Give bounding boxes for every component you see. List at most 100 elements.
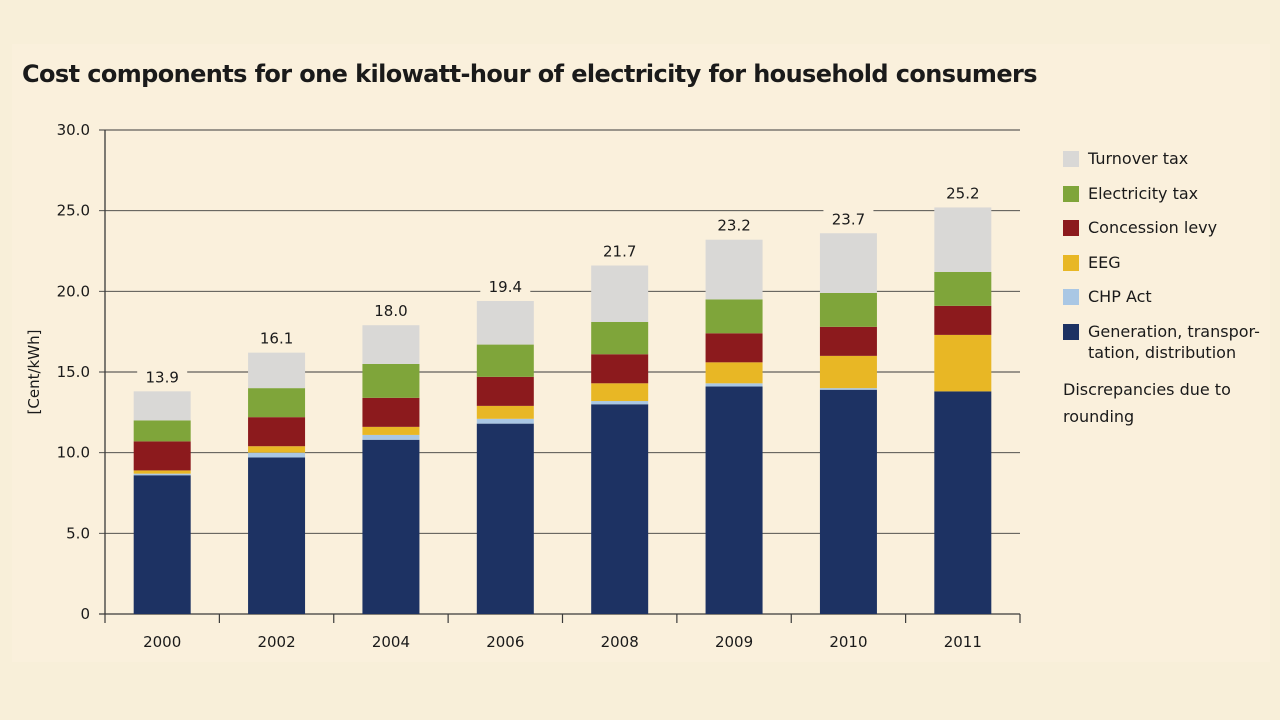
x-tick-label: 2009	[715, 633, 753, 651]
bar-segment-eeg	[133, 470, 191, 474]
total-label-bg	[365, 299, 416, 322]
y-tick-label: 5.0	[66, 524, 90, 542]
legend-swatch	[1063, 220, 1079, 236]
chart-title: Cost components for one kilowatt-hour of…	[22, 60, 1038, 88]
legend-swatch	[1063, 151, 1079, 167]
bar-segment-turnover	[819, 233, 877, 293]
legend-label: Electricity tax	[1088, 183, 1199, 203]
total-label: 25.2	[946, 184, 979, 202]
legend-label: EEG	[1088, 252, 1121, 272]
legend-item-chp: CHP Act	[1063, 286, 1273, 307]
y-tick-label: 10.0	[57, 444, 90, 462]
bar-segment-chp	[362, 434, 420, 440]
bar-segment-eeg	[591, 383, 649, 402]
bar-segment-generation	[705, 386, 763, 614]
bar-segment-concession	[248, 417, 306, 447]
total-label: 19.4	[489, 278, 522, 296]
legend-swatch	[1063, 289, 1079, 305]
y-axis-label: [Cent/kWh]	[25, 330, 43, 415]
bar-segment-chp	[819, 388, 877, 390]
x-tick-label: 2008	[601, 633, 639, 651]
bar-segment-generation	[934, 391, 992, 614]
bar-segment-concession	[476, 376, 534, 406]
bar-segment-concession	[362, 397, 420, 427]
total-label-bg	[709, 213, 760, 236]
bar-segment-chp	[476, 418, 534, 424]
bar-segment-chp	[705, 383, 763, 387]
bar-segment-turnover	[248, 352, 306, 389]
y-tick-label: 30.0	[57, 121, 90, 139]
total-label-bg	[480, 275, 531, 298]
bar-segment-concession	[819, 326, 877, 356]
bar-segment-concession	[705, 333, 763, 363]
bar-segment-eeg	[362, 426, 420, 435]
bar-segment-generation	[476, 423, 534, 614]
x-tick-label: 2004	[372, 633, 410, 651]
legend-label: Turnover tax	[1088, 149, 1189, 168]
legend-label: Concession levy	[1088, 218, 1218, 237]
x-tick-label: 2010	[829, 633, 867, 651]
total-label: 16.1	[260, 330, 293, 348]
x-tick-label: 2000	[143, 633, 181, 651]
total-label-bg	[823, 207, 874, 230]
legend-swatch	[1063, 185, 1079, 202]
bar-segment-eeg	[705, 362, 763, 384]
bar-segment-concession	[133, 441, 191, 471]
bar-segment-generation	[248, 457, 306, 614]
bar-segment-concession	[591, 354, 649, 384]
legend: Turnover tax Electricity tax Concession le…	[1063, 148, 1273, 430]
bar-segment-turnover	[362, 325, 420, 364]
legend-item-generation: Generation, transpor- tation, distributi…	[1063, 321, 1273, 363]
bar-segment-eeg	[934, 334, 992, 392]
legend-item-eeg: EEG	[1063, 252, 1273, 273]
bar-segment-eeg	[248, 446, 306, 453]
bar-segment-eeg	[476, 405, 534, 419]
bar-segment-turnover	[591, 265, 649, 322]
legend-note: Discrepancies due to rounding	[1063, 380, 1231, 426]
bar-segment-generation	[591, 404, 649, 614]
bar-segment-chp	[248, 452, 306, 458]
total-label-bg	[594, 239, 645, 262]
bar-segment-electricity_tax	[248, 388, 306, 418]
bar-segment-turnover	[476, 301, 534, 345]
bar-segment-electricity_tax	[133, 420, 191, 442]
x-tick-label: 2002	[257, 633, 295, 651]
total-label: 13.9	[145, 368, 178, 386]
x-tick-label: 2006	[486, 633, 524, 651]
bar-segment-turnover	[133, 391, 191, 421]
bar-segment-electricity_tax	[362, 363, 420, 398]
total-label-bg	[937, 181, 988, 204]
bar-segment-eeg	[819, 355, 877, 389]
bar-segment-chp	[591, 401, 649, 405]
bar-segment-generation	[362, 439, 420, 614]
bar-segment-concession	[934, 305, 992, 335]
bar-segment-generation	[133, 475, 191, 614]
bar-segment-electricity_tax	[591, 321, 649, 355]
bar-segment-turnover	[934, 207, 992, 272]
legend-label: CHP Act	[1088, 287, 1152, 306]
y-tick-label: 25.0	[57, 202, 90, 220]
bar-segment-electricity_tax	[476, 344, 534, 377]
total-label: 18.0	[374, 302, 407, 320]
total-label: 21.7	[603, 243, 636, 261]
bar-segment-turnover	[705, 239, 763, 300]
bar-segment-electricity_tax	[819, 292, 877, 327]
legend-item-turnover: Turnover tax	[1063, 148, 1273, 169]
legend-swatch	[1063, 323, 1079, 340]
bar-segment-chp	[133, 473, 191, 476]
bar-segment-generation	[819, 389, 877, 614]
total-label-bg	[137, 365, 188, 388]
y-tick-label: 15.0	[57, 363, 90, 381]
total-label: 23.7	[832, 210, 865, 228]
total-label-bg	[251, 326, 302, 349]
total-label: 23.2	[717, 217, 750, 235]
legend-swatch	[1063, 254, 1079, 271]
bar-segment-electricity_tax	[705, 299, 763, 334]
legend-item-electricity_tax: Electricity tax	[1063, 183, 1273, 204]
y-tick-label: 0	[80, 605, 90, 623]
legend-label: Generation, transpor- tation, distributi…	[1088, 321, 1260, 362]
y-tick-label: 20.0	[57, 282, 90, 300]
bar-segment-electricity_tax	[934, 271, 992, 306]
x-tick-label: 2011	[944, 633, 982, 651]
